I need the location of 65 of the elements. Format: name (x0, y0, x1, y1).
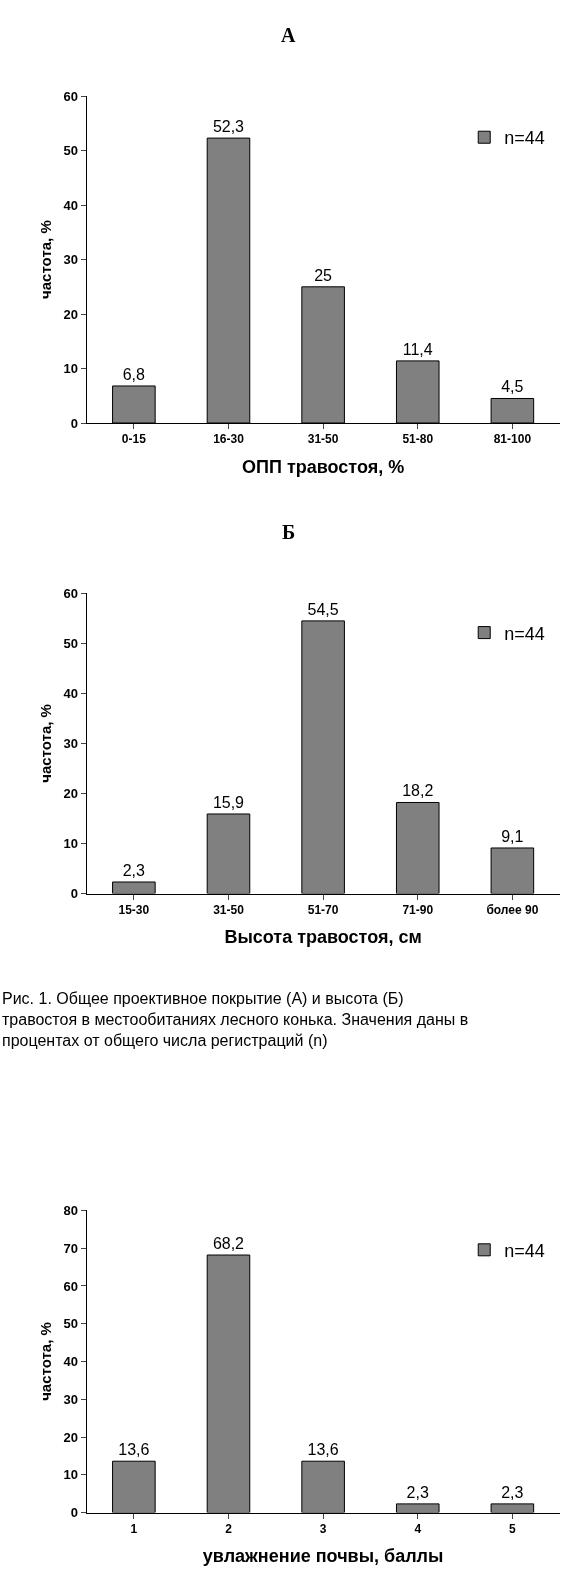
y-tick-label: 50 (63, 143, 78, 159)
text: 2,3 (406, 1483, 429, 1501)
chart-title: Б (282, 521, 296, 543)
x-tick-label: 0-15 (121, 432, 147, 447)
legend-label: n=44 (504, 1240, 545, 1261)
x-tick-label: более 90 (486, 902, 539, 917)
x-tick-label: 4 (414, 1521, 422, 1536)
y-tick-label: 20 (63, 306, 78, 322)
y-tick-label: 50 (63, 1316, 78, 1332)
legend-label: n=44 (504, 623, 545, 644)
x-tick-label: 71-90 (402, 902, 434, 917)
y-axis-title: частота, % (36, 704, 54, 783)
y-tick-label: 70 (63, 1240, 78, 1256)
y-tick-label: 30 (63, 735, 78, 751)
y-tick-label: 30 (63, 1391, 78, 1407)
text: Рис. 1. Общее проективное покрытие (А) и высота (Б) травостоя в местообитаниях лесного конька. Значения даны в процентах от общего числа регистраций (n) (2, 990, 469, 1049)
text: 6,8 (122, 365, 145, 383)
y-tick-label: 20 (63, 1429, 78, 1445)
text: 68,2 (212, 1235, 245, 1253)
text: 13,6 (307, 1441, 339, 1459)
y-tick-label: 80 (63, 1203, 78, 1219)
y-tick-label: 40 (63, 1354, 78, 1370)
y-tick-label: 20 (63, 786, 78, 802)
x-tick-label: 15-30 (118, 902, 150, 917)
x-tick-label: 3 (319, 1521, 327, 1536)
y-tick-label: 0 (70, 886, 78, 902)
y-tick-label: 40 (63, 197, 78, 213)
x-tick-label: 1 (130, 1521, 138, 1536)
y-tick-label: 30 (63, 252, 78, 268)
text: 11,4 (402, 340, 433, 358)
y-tick-label: 60 (63, 88, 78, 104)
x-tick-label: 16-30 (213, 432, 245, 447)
y-axis-title: частота, % (36, 1322, 54, 1401)
text: 54,5 (307, 600, 339, 618)
text: 52,3 (212, 118, 245, 136)
x-tick-label: 31-50 (213, 902, 245, 917)
text: 13,6 (118, 1441, 150, 1459)
y-tick-label: 0 (70, 1505, 78, 1521)
text: 9,1 (501, 827, 524, 845)
y-tick-label: 60 (63, 1278, 78, 1294)
y-tick-label: 0 (70, 415, 78, 431)
x-tick-label: 51-80 (402, 432, 434, 447)
y-tick-label: 10 (63, 1467, 78, 1483)
x-tick-label: 51-70 (307, 902, 339, 917)
text: 18,2 (402, 782, 434, 800)
y-tick-label: 60 (63, 585, 78, 601)
x-tick-label: 2 (225, 1521, 233, 1536)
text: 2,3 (501, 1483, 524, 1501)
text: 15,9 (212, 793, 245, 811)
y-axis-title: частота, % (36, 220, 54, 299)
text: 2,3 (122, 862, 145, 879)
chart-title: А (281, 24, 296, 46)
x-axis-title: ОПП травостоя, % (242, 456, 405, 477)
x-tick-label: 81-100 (493, 432, 532, 447)
y-tick-label: 50 (63, 635, 78, 651)
x-tick-label: 5 (509, 1521, 517, 1536)
y-tick-label: 40 (63, 685, 78, 701)
y-tick-label: 10 (63, 836, 78, 852)
x-tick-label: 31-50 (307, 432, 339, 447)
text: 25 (314, 266, 332, 284)
y-tick-label: 10 (63, 361, 78, 377)
x-axis-title: увлажнение почвы, баллы (202, 1546, 444, 1567)
x-axis-title: Высота травостоя, см (224, 927, 422, 947)
legend-label: n=44 (504, 128, 545, 149)
text: 4,5 (501, 378, 524, 396)
